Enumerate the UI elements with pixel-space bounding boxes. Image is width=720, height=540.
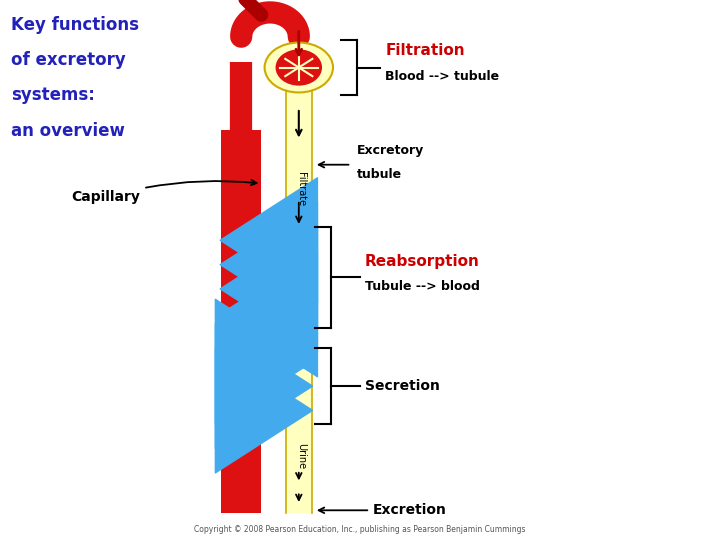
- Bar: [221, 130, 261, 513]
- Text: Capillary: Capillary: [71, 180, 256, 204]
- Text: tubule: tubule: [356, 168, 402, 181]
- Text: Filtration: Filtration: [385, 43, 465, 58]
- Text: Copyright © 2008 Pearson Education, Inc., publishing as Pearson Benjamin Cumming: Copyright © 2008 Pearson Education, Inc.…: [194, 524, 526, 534]
- Text: of excretory: of excretory: [11, 51, 125, 69]
- Text: an overview: an overview: [11, 122, 125, 139]
- Text: Key functions: Key functions: [11, 16, 139, 34]
- Text: Filtrate: Filtrate: [296, 172, 306, 206]
- Ellipse shape: [276, 49, 322, 86]
- Text: Secretion: Secretion: [365, 379, 440, 393]
- Text: systems:: systems:: [11, 86, 94, 104]
- Text: Urine: Urine: [296, 443, 306, 469]
- Text: Excretion: Excretion: [319, 503, 447, 517]
- Ellipse shape: [265, 43, 333, 92]
- Text: Reabsorption: Reabsorption: [365, 254, 480, 269]
- Text: Tubule --> blood: Tubule --> blood: [365, 280, 480, 293]
- Text: Excretory: Excretory: [356, 144, 423, 157]
- Text: Blood --> tubule: Blood --> tubule: [385, 70, 500, 83]
- Bar: [286, 54, 312, 513]
